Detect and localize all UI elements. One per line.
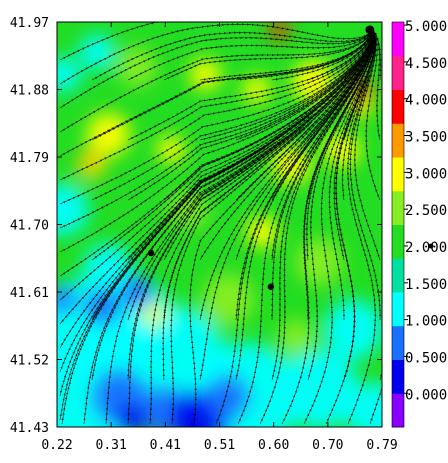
colorbar-segment xyxy=(392,157,404,192)
colorbar xyxy=(391,21,405,428)
y-tick-label: 41.88 xyxy=(10,84,49,99)
heat-blob xyxy=(116,47,157,87)
colorbar-frame xyxy=(391,21,405,428)
y-tick-label: 41.97 xyxy=(10,16,49,31)
colorbar-segment xyxy=(392,123,404,158)
colorbar-segment xyxy=(392,89,404,124)
heat-blob xyxy=(141,302,166,327)
x-axis: 0.22 0.31 0.41 0.51 0.60 0.70 0.79 xyxy=(41,22,398,453)
colorbar-segment xyxy=(392,359,404,394)
x-tick-label: 0.60 xyxy=(258,438,289,453)
x-tick-label: 0.79 xyxy=(366,438,397,453)
colorbar-label: 2.500 xyxy=(405,203,447,219)
colorbar-label: 0.500 xyxy=(405,350,447,366)
heat-blob xyxy=(206,375,251,419)
plot-area xyxy=(57,22,382,427)
colorbar-labels: 0.000 0.500 1.000 1.500 2.000 2.500 3.000 3.500… xyxy=(404,19,447,403)
colorbar-label: 4.000 xyxy=(405,93,447,109)
x-tick-label: 0.22 xyxy=(41,438,72,453)
streamline xyxy=(369,362,382,425)
colorbar-label: 2.000 xyxy=(405,240,447,256)
side-dot xyxy=(428,243,434,249)
colorbar-segment xyxy=(392,325,404,360)
heat-blob xyxy=(115,403,148,427)
colorbar-segment xyxy=(392,22,404,57)
colorbar-segment xyxy=(392,292,404,327)
colorbar-label: 0.000 xyxy=(405,387,447,403)
markers xyxy=(147,249,275,290)
y-tick-label: 41.43 xyxy=(10,421,49,436)
colorbar-label: 4.500 xyxy=(405,56,447,72)
streamline xyxy=(349,25,382,321)
y-tick-label: 41.61 xyxy=(10,286,49,301)
x-tick-label: 0.31 xyxy=(96,438,127,453)
colorbar-segment xyxy=(392,393,404,428)
heat-blob xyxy=(202,273,255,326)
heat-blob xyxy=(295,238,344,286)
colorbar-label: 3.500 xyxy=(405,130,447,146)
heat-blob xyxy=(85,151,98,163)
colorbar-label: 1.500 xyxy=(405,277,447,293)
marker-point xyxy=(267,283,275,290)
colorbar-segment xyxy=(392,190,404,225)
y-tick-label: 41.70 xyxy=(10,219,49,234)
heat-blob xyxy=(157,135,186,164)
heat-blob xyxy=(86,112,131,157)
y-tick-label: 41.52 xyxy=(10,354,49,369)
heat-blob xyxy=(78,34,115,70)
colorbar-segment xyxy=(392,258,404,293)
colorbar-segment xyxy=(392,224,404,259)
heat-blob xyxy=(120,276,153,308)
colorbar-label: 5.000 xyxy=(405,19,447,35)
x-tick-label: 0.70 xyxy=(312,438,343,453)
colorbar-segment xyxy=(392,55,404,90)
x-tick-label: 0.51 xyxy=(204,438,235,453)
streamlines xyxy=(59,22,382,425)
colorbar-label: 3.000 xyxy=(405,166,447,182)
y-tick-label: 41.79 xyxy=(10,151,49,166)
marker-point xyxy=(147,249,155,257)
colorbar-label: 1.000 xyxy=(405,314,447,330)
x-tick-label: 0.41 xyxy=(150,438,181,453)
y-axis: 41.97 41.88 41.79 41.70 41.61 41.52 41.43 xyxy=(10,16,382,436)
